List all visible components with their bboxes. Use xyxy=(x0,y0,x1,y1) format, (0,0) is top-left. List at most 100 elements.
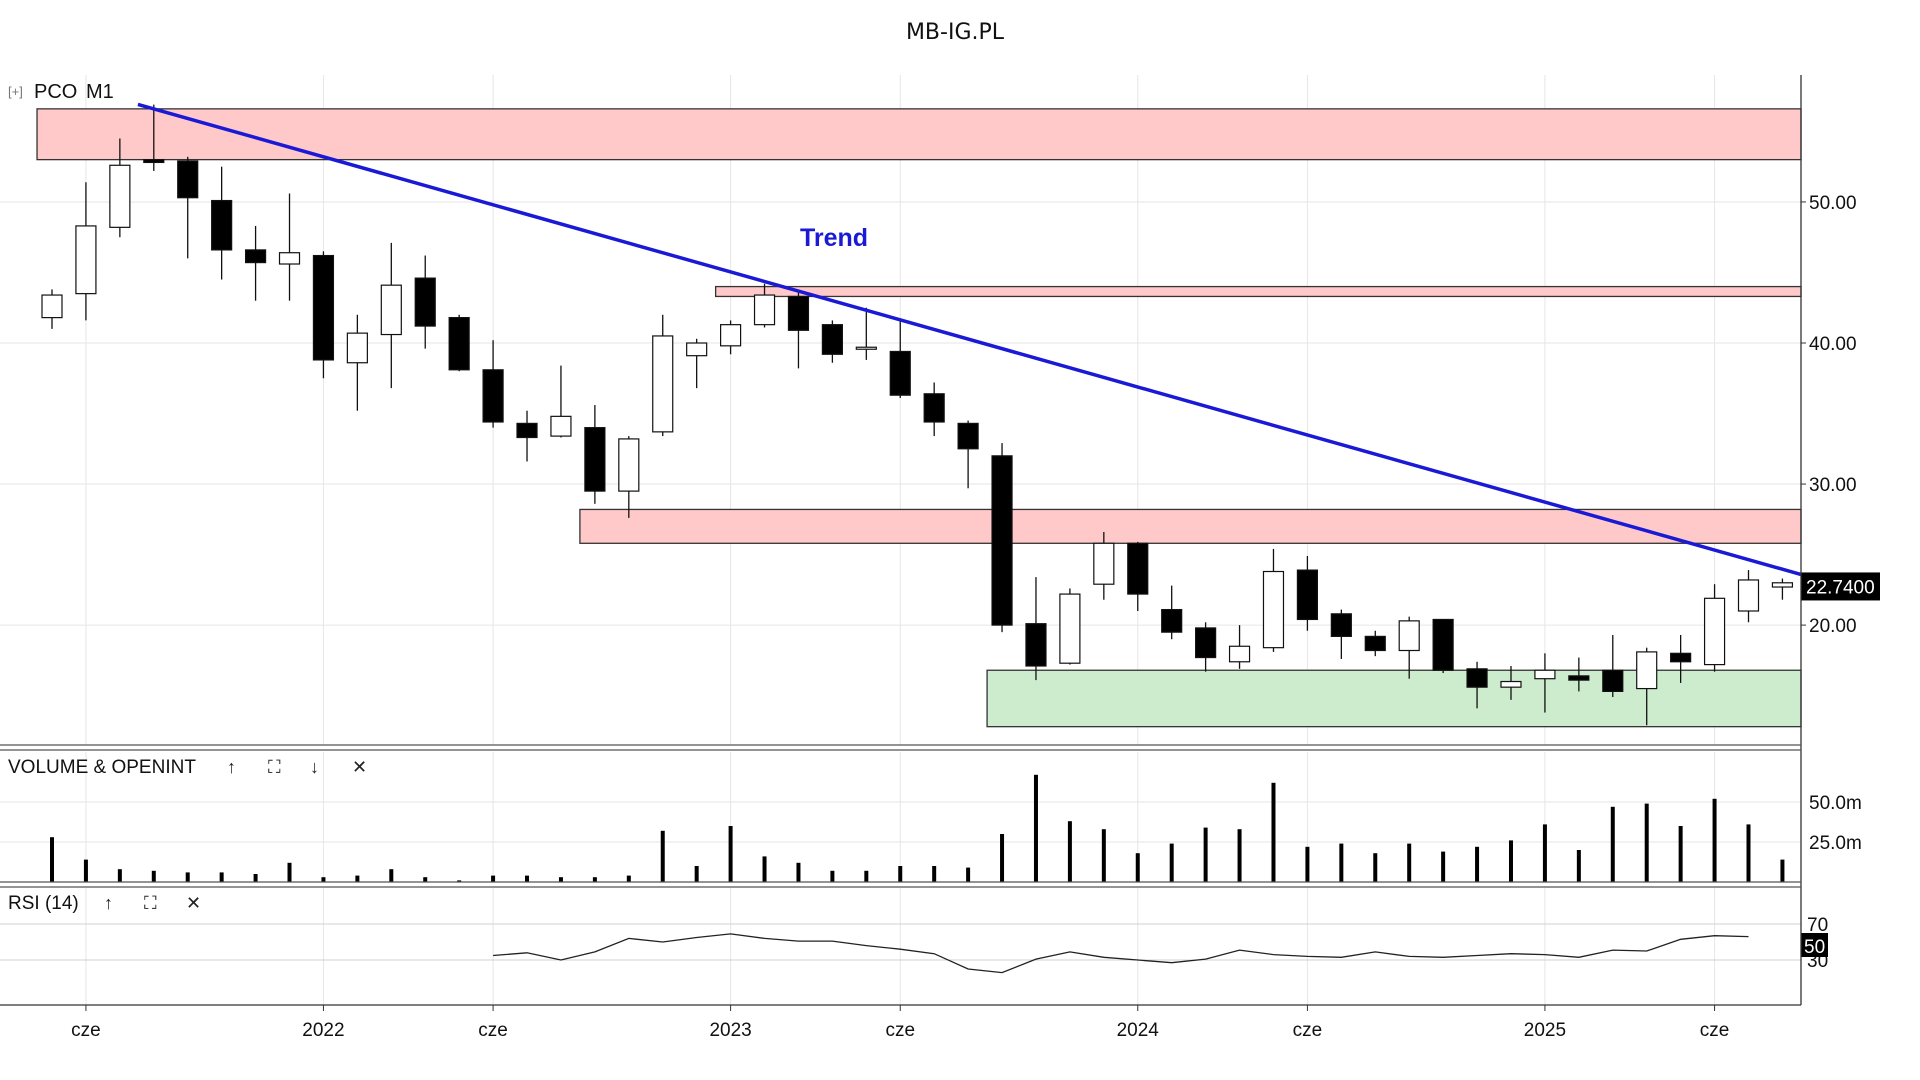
resistance-zone xyxy=(579,508,1802,544)
volume-bar xyxy=(966,867,971,882)
candlesticks xyxy=(41,104,1794,726)
candle-body xyxy=(1025,623,1047,667)
volume-bar xyxy=(660,830,665,882)
volume-axis: 25.0m 50.0m xyxy=(1809,793,1862,854)
move-up-icon[interactable]: ↑ xyxy=(227,757,236,777)
candle-body xyxy=(753,294,776,326)
volume-bar xyxy=(83,859,88,882)
volume-bar xyxy=(423,877,428,882)
volume-bar xyxy=(932,866,937,882)
collapse-icon[interactable]: [+] xyxy=(8,84,23,99)
volume-bar xyxy=(1746,824,1751,882)
candle-body xyxy=(1330,613,1352,637)
volume-bar xyxy=(1271,782,1276,882)
volume-bar xyxy=(1203,827,1208,882)
volume-bar xyxy=(151,870,156,882)
candle-body xyxy=(41,294,63,319)
volume-bar xyxy=(219,872,224,882)
time-tick-label: 2025 xyxy=(1524,1020,1566,1041)
volume-bar xyxy=(626,875,631,882)
volume-bar xyxy=(1678,826,1683,882)
resistance-zone xyxy=(36,108,1802,161)
candle-body xyxy=(1059,593,1081,664)
symbol-label: PCO xyxy=(34,81,77,103)
candle-body xyxy=(889,350,911,396)
volume-bar xyxy=(1305,846,1310,882)
trend-label: Trend xyxy=(800,224,868,252)
candle-body xyxy=(1568,675,1590,681)
candle-body xyxy=(1127,542,1149,595)
move-down-icon[interactable]: ↓ xyxy=(310,757,319,777)
time-tick-label: 2023 xyxy=(709,1020,751,1041)
volume-bar xyxy=(185,872,190,882)
candle-body xyxy=(482,369,504,423)
price-tick-label: 50.00 xyxy=(1809,193,1857,214)
volume-bar xyxy=(287,862,292,882)
timeframe-label: M1 xyxy=(86,81,114,103)
volume-bar xyxy=(525,875,530,882)
candle-body xyxy=(1771,582,1794,588)
close-icon[interactable]: ✕ xyxy=(352,757,367,777)
candle-body xyxy=(787,295,810,331)
volume-bar xyxy=(592,877,597,882)
candle-body xyxy=(380,284,402,336)
volume-bar xyxy=(1712,798,1717,882)
volume-bar xyxy=(1373,853,1378,882)
volume-bar xyxy=(491,875,496,882)
candle-body xyxy=(1093,542,1115,585)
time-tick-label: cze xyxy=(71,1020,101,1041)
volume-bar xyxy=(728,826,733,882)
volume-bar xyxy=(1644,803,1649,882)
candle-body xyxy=(550,415,572,437)
volume-bar xyxy=(830,870,835,882)
time-tick-label: 2024 xyxy=(1117,1020,1160,1041)
candle-body xyxy=(957,422,979,450)
candle-body xyxy=(1161,608,1183,633)
close-icon[interactable]: ✕ xyxy=(186,893,201,913)
price-panel[interactable]: Trend 20.00 30.00 40.00 50.00 22.7400 [+] P… xyxy=(0,75,1880,1005)
candle-body xyxy=(143,159,165,164)
candle-body xyxy=(1670,652,1692,663)
volume-panel[interactable]: 25.0m 50.0m VOLUME & OPENINT ↑ ⛶ ↓ ✕ xyxy=(0,757,1862,882)
candle-body xyxy=(686,342,708,357)
candle-body xyxy=(1432,618,1454,671)
time-tick-label: cze xyxy=(1700,1020,1730,1041)
volume-bars xyxy=(50,774,1785,882)
candle-body xyxy=(1636,651,1658,690)
support-zone xyxy=(986,669,1802,728)
volume-bar xyxy=(321,877,326,882)
candle-body xyxy=(719,324,742,347)
volume-bar xyxy=(762,856,767,882)
candle-body xyxy=(109,164,131,228)
symbol-header: [+] PCO M1 xyxy=(8,81,114,103)
volume-bar xyxy=(694,866,699,882)
price-tick-label: 30.00 xyxy=(1809,475,1857,496)
price-tick-label: 20.00 xyxy=(1809,616,1857,637)
maximize-icon[interactable]: ⛶ xyxy=(268,757,281,777)
last-price-box xyxy=(1801,572,1880,601)
candle-body xyxy=(1195,627,1217,659)
volume-bar xyxy=(1610,806,1615,882)
candle-body xyxy=(1364,635,1386,652)
candle-body xyxy=(75,225,97,295)
volume-bar xyxy=(1033,774,1038,882)
volume-bar xyxy=(796,862,801,882)
volume-bar xyxy=(253,874,258,882)
move-up-icon[interactable]: ↑ xyxy=(104,893,113,913)
rsi-current-box xyxy=(1801,933,1828,957)
volume-bar xyxy=(389,869,394,882)
candle-body xyxy=(1466,668,1488,688)
rsi-line xyxy=(493,933,1749,974)
maximize-icon[interactable]: ⛶ xyxy=(144,893,157,913)
candle-body xyxy=(211,199,233,251)
candle-body xyxy=(1398,620,1420,652)
candle-body xyxy=(1602,669,1624,693)
last-price-label: 22.7400 xyxy=(1806,577,1875,598)
volume-bar xyxy=(558,877,563,882)
candle-body xyxy=(1296,569,1319,621)
panel-borders xyxy=(0,75,1802,1006)
candle-body xyxy=(1262,570,1285,649)
price-zones xyxy=(36,108,1802,728)
